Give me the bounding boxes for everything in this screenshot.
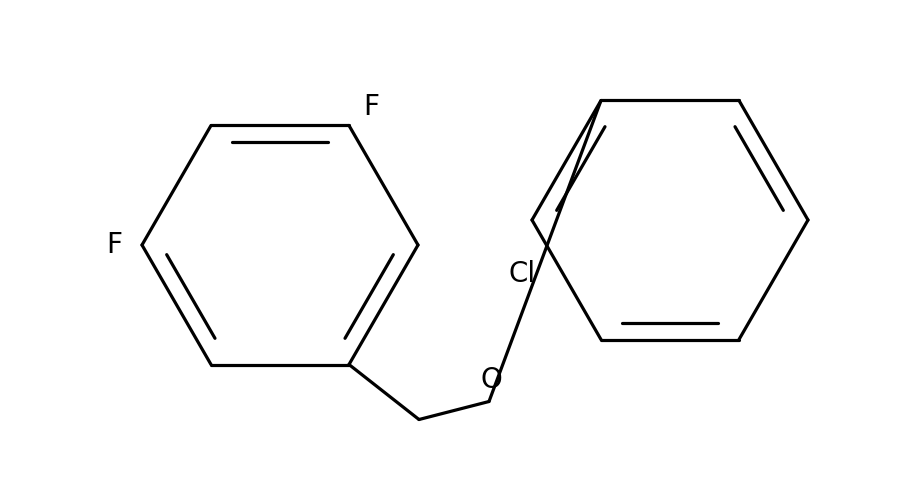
Text: O: O [480,366,502,393]
Text: F: F [106,231,122,259]
Text: Cl: Cl [508,260,535,288]
Text: F: F [363,94,379,122]
